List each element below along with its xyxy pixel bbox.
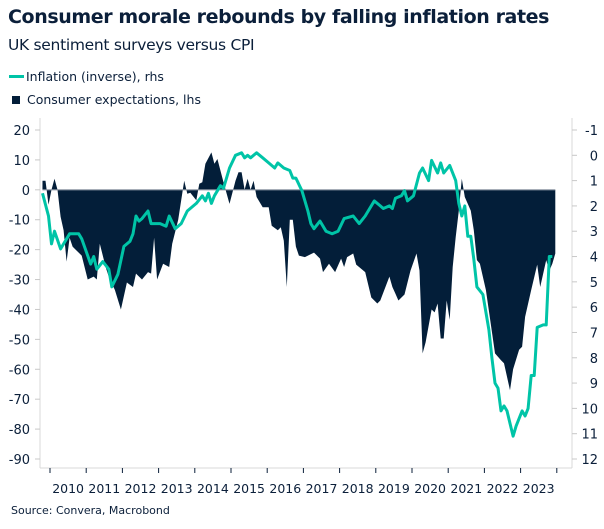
left-tick-label: -60 (9, 363, 30, 378)
chart-title: Consumer morale rebounds by falling infl… (8, 6, 550, 28)
right-tick-label: 0 (590, 149, 598, 164)
left-tick-label: -70 (9, 393, 30, 408)
right-tick-label: 4 (590, 251, 598, 266)
left-tick-label: -30 (9, 274, 30, 289)
x-tick-label: 2017 (306, 481, 338, 496)
right-tick-label: 8 (590, 352, 598, 367)
left-tick-label: -50 (9, 333, 30, 348)
chart-subtitle: UK sentiment surveys versus CPI (8, 36, 255, 54)
consumer-expectations-area (42, 152, 556, 391)
right-tick-label: 11 (581, 428, 598, 443)
right-tick-label: 1 (590, 175, 598, 190)
right-tick-label: 5 (590, 276, 598, 291)
left-tick-label: 20 (13, 124, 30, 139)
legend-line-icon (9, 75, 24, 78)
legend-label: Inflation (inverse), rhs (26, 69, 164, 84)
left-tick-label: 0 (22, 184, 30, 199)
left-tick-label: -40 (9, 303, 30, 318)
x-tick-label: 2020 (414, 481, 446, 496)
right-tick-label: 6 (590, 301, 598, 316)
right-tick-label: 10 (581, 402, 598, 417)
source-note: Source: Convera, Macrobond (11, 504, 170, 517)
legend-item-inflation: Inflation (inverse), rhs (9, 69, 164, 84)
legend-label: Consumer expectations, lhs (27, 92, 201, 107)
left-tick-label: -90 (9, 453, 30, 468)
right-tick-label: 2 (590, 200, 598, 215)
x-tick-label: 2018 (342, 481, 374, 496)
right-tick-label: 9 (590, 377, 598, 392)
right-tick-label: 3 (590, 225, 598, 240)
x-tick-label: 2023 (523, 481, 555, 496)
right-tick-label: -1 (585, 124, 598, 139)
x-tick-label: 2011 (88, 481, 120, 496)
right-tick-label: 12 (581, 453, 598, 468)
x-tick-label: 2019 (378, 481, 410, 496)
right-tick-label: 7 (590, 326, 598, 341)
x-tick-label: 2016 (269, 481, 301, 496)
left-tick-label: 10 (13, 154, 30, 169)
left-tick-label: -10 (9, 214, 30, 229)
x-tick-label: 2010 (52, 481, 84, 496)
left-tick-label: -80 (9, 423, 30, 438)
x-tick-label: 2022 (487, 481, 519, 496)
x-tick-label: 2013 (161, 481, 193, 496)
x-tick-label: 2021 (450, 481, 482, 496)
x-tick-label: 2015 (233, 481, 265, 496)
left-tick-label: -20 (9, 244, 30, 259)
legend-item-consumer: Consumer expectations, lhs (9, 92, 201, 107)
legend-square-icon (12, 95, 20, 104)
x-tick-label: 2012 (125, 481, 157, 496)
x-tick-label: 2014 (197, 481, 229, 496)
